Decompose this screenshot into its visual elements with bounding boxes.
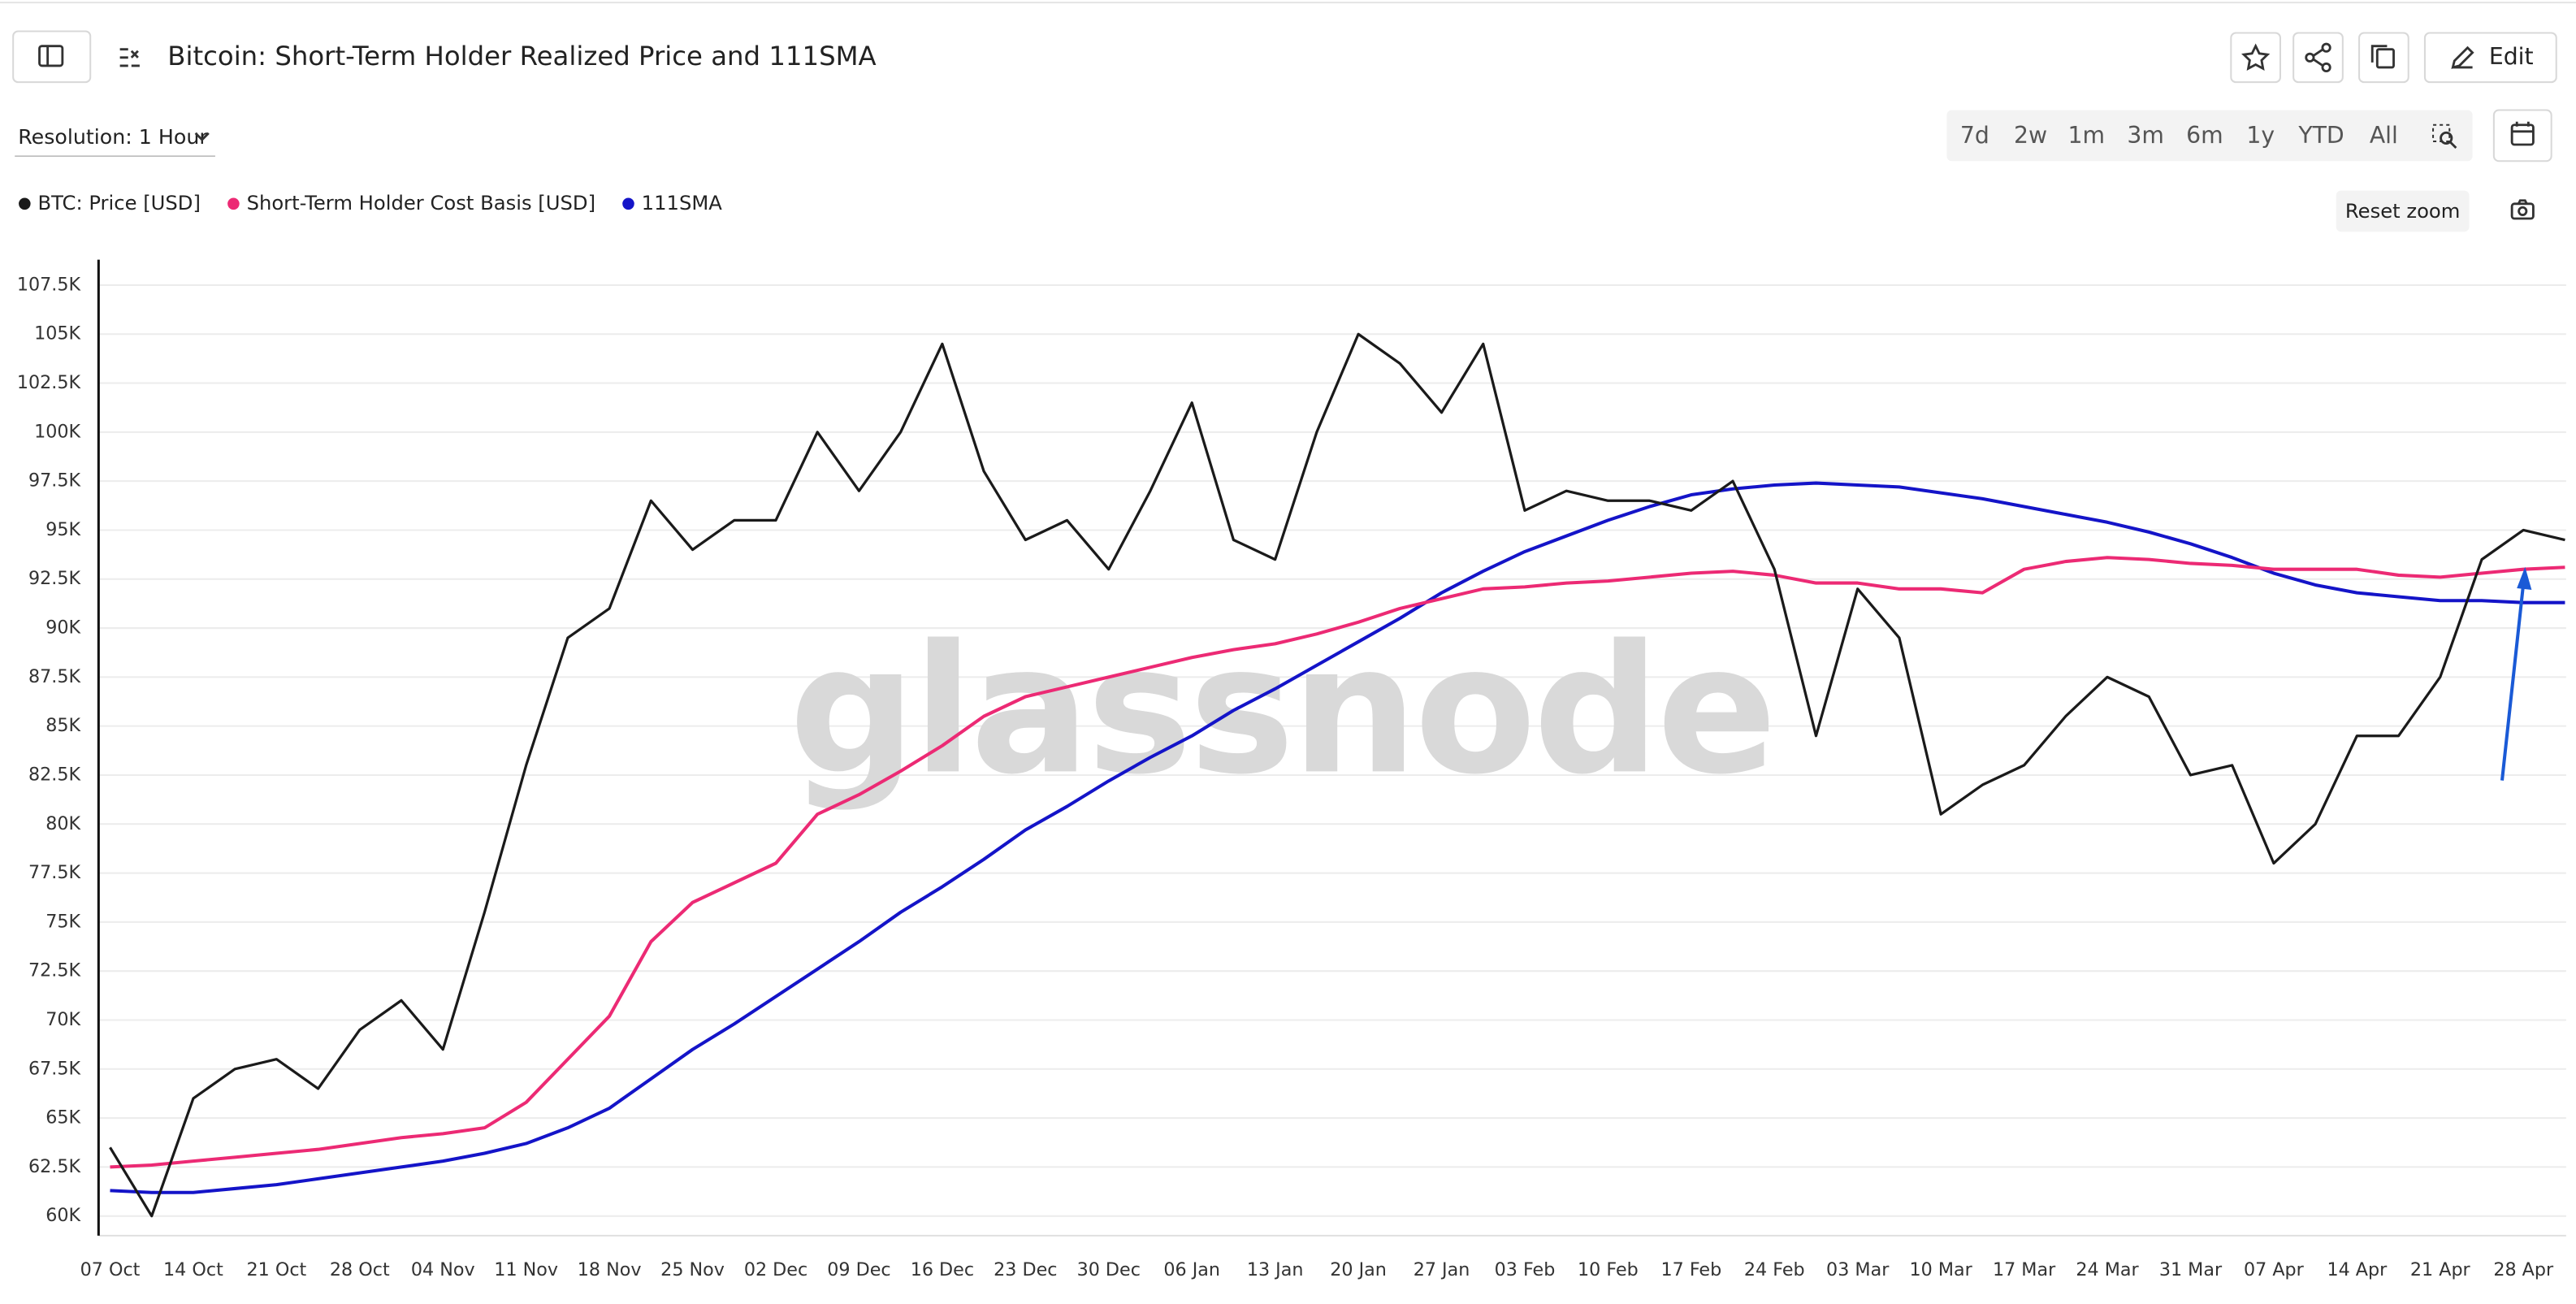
x-tick-label: 28 Apr: [2493, 1259, 2554, 1280]
range-button[interactable]: All: [2370, 122, 2398, 149]
filter-icon[interactable]: [119, 48, 140, 67]
resolution-select[interactable]: Resolution: 1 Hour: [15, 125, 215, 157]
reset-zoom-button[interactable]: Reset zoom: [2336, 190, 2470, 232]
range-button[interactable]: 6m: [2186, 122, 2223, 149]
y-tick-label: 60K: [45, 1205, 81, 1226]
range-buttons: 7d 2w 1m 3m 6m 1y YTD All: [1960, 122, 2398, 149]
x-tick-label: 14 Apr: [2327, 1259, 2388, 1280]
legend-swatch: [227, 197, 240, 210]
x-tick-label: 24 Feb: [1744, 1259, 1805, 1280]
x-tick-label: 25 Nov: [660, 1259, 725, 1280]
legend-label[interactable]: Short-Term Holder Cost Basis [USD]: [247, 191, 595, 214]
x-tick-label: 23 Dec: [994, 1259, 1057, 1280]
camera-button[interactable]: [2510, 199, 2535, 220]
x-tick-label: 30 Dec: [1077, 1259, 1141, 1280]
y-tick-label: 72.5K: [28, 960, 82, 981]
x-tick-label: 09 Dec: [827, 1259, 890, 1280]
y-tick-label: 75K: [45, 911, 81, 932]
y-tick-label: 62.5K: [28, 1156, 82, 1177]
legend-label[interactable]: 111SMA: [642, 191, 723, 214]
edit-button[interactable]: Edit: [2423, 32, 2557, 84]
y-tick-label: 82.5K: [28, 764, 82, 785]
y-tick-label: 107.5K: [17, 274, 82, 295]
x-tick-label: 31 Mar: [2159, 1259, 2223, 1280]
x-tick-label: 18 Nov: [578, 1259, 642, 1280]
series-line: [110, 481, 2565, 1194]
x-tick-label: 03 Feb: [1495, 1259, 1556, 1280]
x-tick-label: 13 Jan: [1247, 1259, 1304, 1280]
y-tick-label: 80K: [45, 813, 81, 834]
legend-label[interactable]: BTC: Price [USD]: [38, 191, 201, 214]
x-tick-label: 07 Oct: [80, 1259, 141, 1280]
legend: BTC: Price [USD] Short-Term Holder Cost B…: [19, 191, 722, 214]
y-tick-label: 90K: [45, 617, 81, 639]
range-button[interactable]: 1y: [2246, 122, 2275, 149]
y-tick-label: 95K: [45, 519, 81, 540]
share-button[interactable]: [2292, 32, 2344, 84]
resolution-label: Resolution: 1 Hour: [18, 125, 208, 149]
reset-zoom-label: Reset zoom: [2345, 199, 2460, 223]
y-tick-label: 102.5K: [17, 372, 82, 393]
x-tick-label: 02 Dec: [744, 1259, 807, 1280]
range-button[interactable]: 2w: [2014, 122, 2047, 149]
y-tick-label: 97.5K: [28, 470, 82, 492]
x-tick-label: 11 Nov: [494, 1259, 558, 1280]
x-tick-label: 10 Mar: [1910, 1259, 1973, 1280]
x-tick-label: 21 Oct: [246, 1259, 306, 1280]
range-button[interactable]: YTD: [2297, 122, 2344, 149]
x-tick-label: 06 Jan: [1163, 1259, 1220, 1280]
y-tick-label: 92.5K: [28, 568, 82, 589]
star-button[interactable]: [2230, 32, 2281, 84]
x-tick-label: 03 Mar: [1826, 1259, 1890, 1280]
x-tick-label: 14 Oct: [163, 1259, 223, 1280]
range-bar: [1946, 110, 2473, 162]
y-tick-label: 65K: [45, 1107, 81, 1129]
y-tick-label: 105K: [34, 323, 81, 344]
sidebar-toggle[interactable]: [12, 30, 92, 84]
range-button[interactable]: 7d: [1960, 122, 1989, 149]
y-tick-label: 77.5K: [28, 862, 82, 883]
grid: 60K 62.5K 65K 67.5K 70K 72.5K 75K 77.5K 80K 82.5K…: [17, 259, 2566, 1280]
y-tick-label: 87.5K: [28, 666, 82, 687]
edit-label: Edit: [2489, 43, 2534, 70]
watermark: glassnode: [789, 606, 1773, 813]
legend-swatch: [19, 197, 31, 210]
zoom-select-icon[interactable]: [2432, 123, 2457, 149]
calendar-button[interactable]: [2492, 109, 2552, 162]
x-tick-label: 21 Apr: [2410, 1259, 2471, 1280]
y-tick-label: 67.5K: [28, 1058, 82, 1079]
x-tick-label: 07 Apr: [2244, 1259, 2305, 1280]
y-tick-label: 70K: [45, 1009, 81, 1030]
y-tick-label: 100K: [34, 421, 81, 442]
x-tick-label: 04 Nov: [411, 1259, 475, 1280]
x-tick-label: 27 Jan: [1414, 1259, 1470, 1280]
annotation-arrow: [2500, 566, 2532, 781]
copy-button[interactable]: [2358, 32, 2409, 84]
y-tick-label: 85K: [45, 715, 81, 736]
x-tick-label: 28 Oct: [330, 1259, 390, 1280]
x-tick-label: 24 Mar: [2076, 1259, 2139, 1280]
x-tick-label: 17 Feb: [1660, 1259, 1721, 1280]
plot-area: [109, 332, 2565, 1218]
range-button[interactable]: 1m: [2068, 122, 2106, 149]
x-tick-label: 10 Feb: [1578, 1259, 1639, 1280]
legend-swatch: [622, 197, 634, 210]
series-line: [110, 556, 2565, 1169]
x-tick-label: 16 Dec: [911, 1259, 974, 1280]
x-tick-label: 17 Mar: [1993, 1259, 2056, 1280]
series-line: [109, 332, 2565, 1218]
x-tick-label: 20 Jan: [1330, 1259, 1387, 1280]
range-button[interactable]: 3m: [2127, 122, 2164, 149]
page-title: Bitcoin: Short-Term Holder Realized Pric…: [167, 41, 876, 71]
